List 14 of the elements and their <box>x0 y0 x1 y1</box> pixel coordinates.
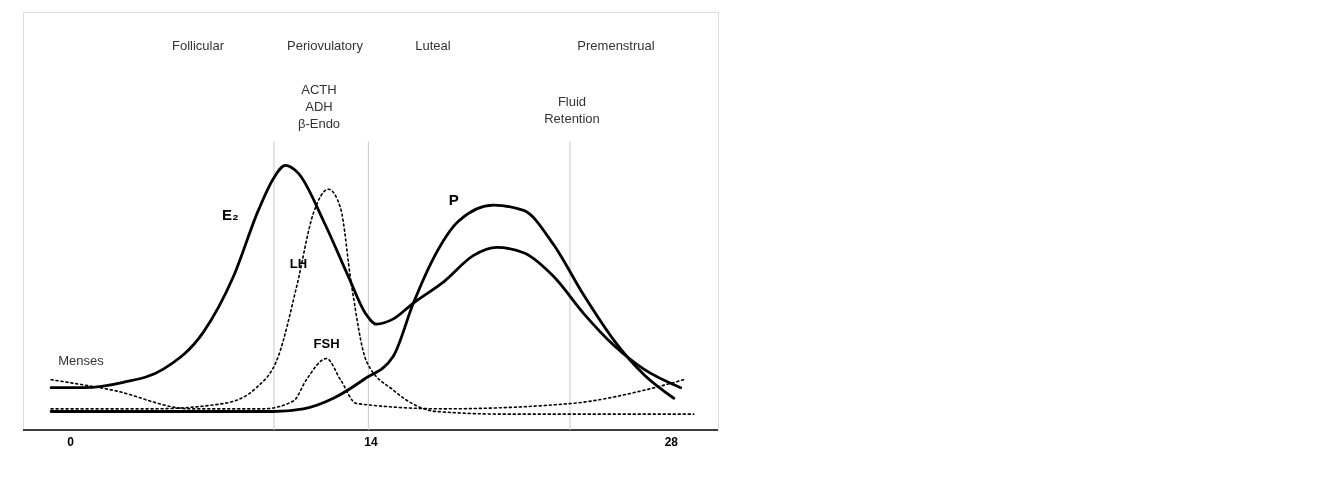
series-label: FSH <box>313 335 340 351</box>
text: Premenstrual <box>577 38 655 53</box>
series-label: P <box>448 191 459 209</box>
series-label: E₂ <box>222 206 239 224</box>
x-tick-label: 14 <box>364 434 378 449</box>
text: ACTH ADH β-Endo <box>297 82 341 131</box>
x-tick-label: 28 <box>664 434 679 449</box>
text: Periovulatory <box>287 38 364 53</box>
text: Follicular <box>171 38 225 53</box>
series-label: LH <box>289 256 308 272</box>
text: Fluid Retention <box>544 94 600 126</box>
x-tick-label: 0 <box>67 434 75 449</box>
annotation: Menses <box>58 353 105 368</box>
text: Luteal <box>415 38 451 53</box>
